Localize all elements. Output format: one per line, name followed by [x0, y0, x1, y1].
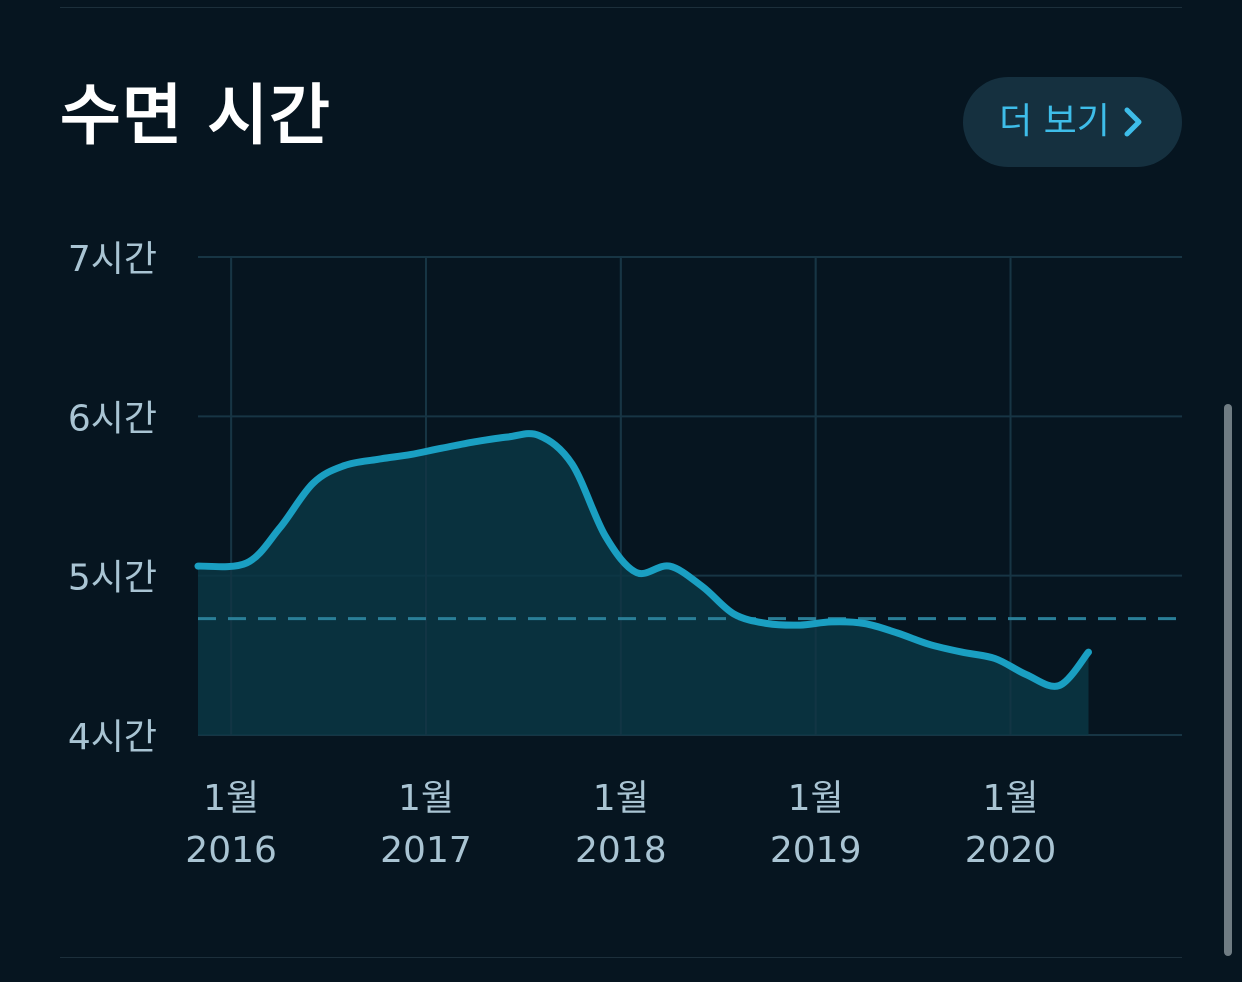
- x-tick-month-label: 1월: [398, 778, 454, 819]
- more-button-label: 더 보기: [999, 101, 1110, 142]
- data-point: [197, 565, 199, 567]
- data-point: [538, 435, 540, 437]
- data-point: [474, 441, 476, 443]
- x-tick-year-label: 2018: [575, 830, 667, 871]
- data-point: [343, 465, 345, 467]
- top-divider: [60, 7, 1182, 8]
- y-tick-label: 6시간: [68, 398, 157, 439]
- data-point: [635, 572, 637, 574]
- data-point: [733, 613, 735, 615]
- x-tick-year-label: 2016: [185, 830, 277, 871]
- card-title: 수면 시간: [60, 77, 331, 154]
- data-point: [376, 458, 378, 460]
- chevron-right-icon: [1122, 106, 1146, 138]
- series-area: [198, 433, 1089, 735]
- data-point: [279, 527, 281, 529]
- y-tick-label: 7시간: [68, 239, 157, 280]
- x-tick-year-label: 2019: [770, 830, 862, 871]
- more-button[interactable]: 더 보기: [963, 77, 1182, 167]
- data-point: [409, 454, 411, 456]
- data-point: [312, 482, 314, 484]
- data-point: [994, 658, 996, 660]
- data-point: [863, 623, 865, 625]
- data-point: [507, 436, 509, 438]
- x-tick-month-label: 1월: [788, 778, 844, 819]
- data-point: [604, 535, 606, 537]
- x-tick-year-label: 2017: [380, 830, 472, 871]
- y-tick-label: 5시간: [68, 558, 157, 599]
- bottom-divider: [60, 957, 1182, 958]
- sleep-time-chart: 7시간 6시간 5시간 4시간 1월 2016 1월 2017 1월 2018 1월 2019 1월 20…: [68, 239, 1182, 871]
- data-point: [1088, 651, 1090, 653]
- data-point: [928, 643, 930, 645]
- data-point: [246, 562, 248, 564]
- data-point: [897, 632, 899, 634]
- data-point: [1025, 674, 1027, 676]
- y-tick-label: 4시간: [68, 717, 157, 758]
- data-point: [961, 651, 963, 653]
- x-tick-month-label: 1월: [983, 778, 1039, 819]
- data-point: [669, 565, 671, 567]
- data-point: [571, 463, 573, 465]
- series-line: [194, 430, 1092, 690]
- data-point: [441, 447, 443, 449]
- x-tick-month-label: 1월: [203, 778, 259, 819]
- data-point: [799, 624, 801, 626]
- data-point: [1058, 685, 1060, 687]
- data-point: [702, 586, 704, 588]
- scrollbar[interactable]: [1224, 404, 1232, 956]
- data-point: [766, 623, 768, 625]
- x-tick-month-label: 1월: [593, 778, 649, 819]
- x-tick-year-label: 2020: [965, 830, 1057, 871]
- data-point: [830, 621, 832, 623]
